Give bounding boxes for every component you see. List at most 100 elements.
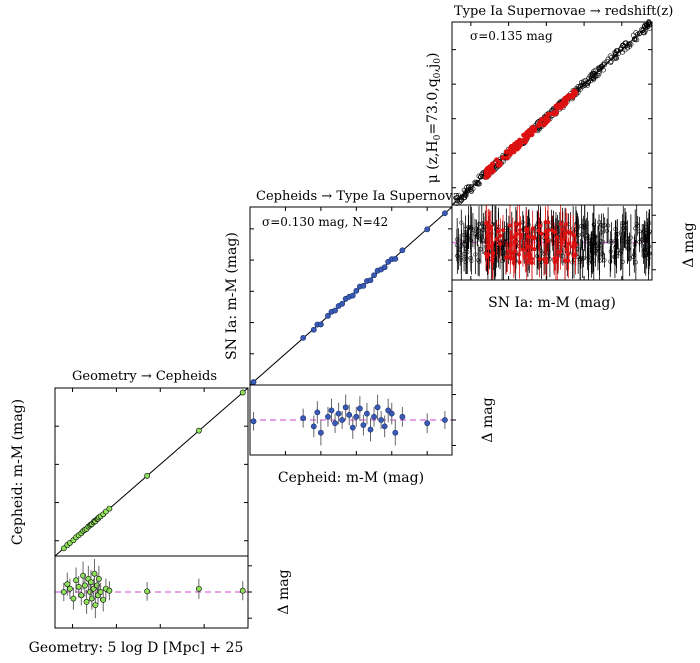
- residual-point: [643, 252, 648, 258]
- residual-point: [484, 220, 489, 225]
- residual-point: [646, 256, 651, 261]
- residual-point: [639, 237, 644, 242]
- residual-point: [552, 230, 557, 235]
- y-axis-label: μ (z,H0=73.0,q0,j0): [425, 53, 443, 184]
- data-point: [537, 120, 543, 126]
- residual-point: [144, 588, 151, 595]
- x-axis-label: Geometry: 5 log D [Mpc] + 25: [29, 640, 244, 656]
- residual-point: [310, 423, 317, 430]
- residual-point: [332, 420, 338, 427]
- residual-point: [106, 587, 113, 594]
- residual-point: [618, 251, 623, 256]
- data-point: [454, 197, 460, 203]
- main-plot-content: [451, 19, 653, 206]
- residual-point: [356, 405, 363, 412]
- data-point: [458, 194, 464, 200]
- residual-point: [60, 589, 67, 595]
- residual-point: [615, 232, 620, 237]
- residual-point: [544, 256, 549, 262]
- data-point: [595, 65, 601, 71]
- residual-point: [463, 227, 468, 232]
- residual-point: [596, 241, 601, 246]
- residual-point: [589, 249, 594, 254]
- data-point: [625, 45, 631, 51]
- residual-point: [364, 410, 370, 417]
- residual-point: [558, 221, 563, 227]
- data-point: [339, 300, 346, 307]
- residual-point: [520, 220, 525, 225]
- residual-point: [647, 251, 652, 256]
- residual-point: [537, 257, 542, 262]
- data-point: [488, 168, 494, 174]
- data-point: [465, 187, 471, 193]
- residual-point: [381, 423, 388, 430]
- data-point: [512, 141, 518, 147]
- residual-point: [70, 595, 77, 602]
- residual-point: [608, 249, 613, 254]
- residual-point: [535, 254, 540, 259]
- data-point: [615, 51, 621, 57]
- residual-point: [568, 230, 573, 235]
- data-point: [613, 55, 619, 61]
- residual-point: [469, 226, 474, 231]
- data-point: [462, 189, 468, 195]
- residual-point: [552, 256, 557, 261]
- residual-point: [442, 417, 448, 423]
- residual-point: [613, 227, 618, 232]
- data-point: [239, 389, 246, 396]
- residual-point: [349, 424, 356, 431]
- y-label-part: μ (z,H: [425, 140, 441, 183]
- residual-point: [360, 422, 367, 428]
- data-point: [589, 74, 595, 80]
- data-point: [590, 75, 596, 81]
- residual-point: [507, 249, 512, 254]
- residual-point: [468, 255, 473, 260]
- residual-axis-label: Δ mag: [681, 222, 697, 267]
- data-point: [317, 321, 324, 328]
- residual-point: [516, 252, 521, 257]
- data-point: [468, 188, 474, 194]
- data-point: [477, 174, 483, 180]
- data-point: [455, 192, 461, 198]
- residual-point: [634, 221, 639, 227]
- residual-point: [526, 245, 531, 250]
- residual-point: [478, 233, 483, 238]
- residual-point: [92, 602, 99, 608]
- data-point: [583, 81, 589, 87]
- residual-axis-label: Δ mag: [276, 569, 292, 614]
- residual-point: [500, 228, 506, 233]
- data-point: [580, 83, 586, 89]
- residual-point: [455, 253, 460, 258]
- residual-point: [473, 252, 478, 257]
- residual-point: [507, 223, 513, 228]
- x-axis-label: SN Ia: m-M (mag): [488, 295, 616, 311]
- residual-point: [582, 225, 587, 230]
- residual-axis-label: Δ mag: [480, 397, 496, 442]
- residual-point: [605, 228, 610, 233]
- residual-point: [564, 230, 570, 235]
- data-point: [528, 127, 534, 133]
- residual-point: [424, 420, 431, 427]
- residual-plot-content: [452, 205, 652, 280]
- residual-point: [566, 241, 572, 246]
- data-point: [525, 134, 531, 140]
- residual-point: [554, 235, 559, 240]
- residual-point: [526, 234, 531, 239]
- data-point: [495, 162, 501, 168]
- residual-point: [539, 231, 544, 236]
- data-point: [521, 132, 527, 138]
- data-point: [353, 287, 360, 294]
- data-point: [300, 334, 307, 341]
- data-point: [458, 196, 464, 202]
- data-point: [360, 282, 367, 289]
- data-point: [631, 36, 637, 42]
- residual-point: [566, 251, 571, 256]
- residual-point: [367, 426, 374, 433]
- chart-title: Type Ia Supernovae → redshift(z): [454, 4, 673, 19]
- residual-point: [462, 251, 467, 257]
- residual-point: [494, 237, 499, 242]
- residual-point: [513, 249, 518, 254]
- data-point: [381, 264, 388, 271]
- data-point: [332, 307, 338, 314]
- residual-point: [459, 239, 464, 244]
